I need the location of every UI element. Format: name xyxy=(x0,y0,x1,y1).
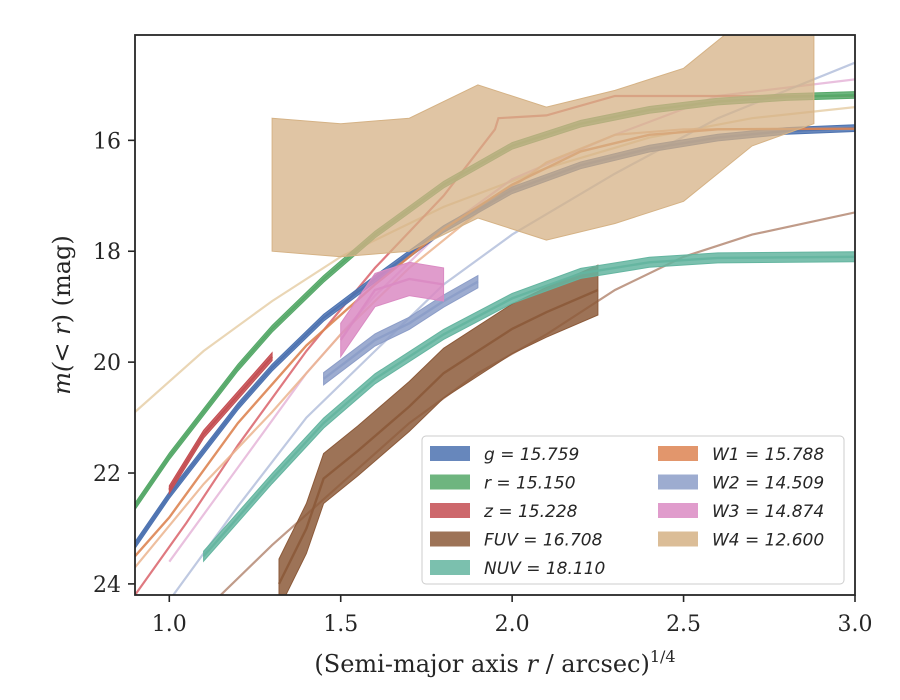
x-axis-ticks: 1.0 1.5 2.0 2.5 3.0 xyxy=(152,595,873,637)
band-z xyxy=(168,351,273,496)
band-W3 xyxy=(340,261,445,359)
legend-label: FUV = 16.708 xyxy=(484,531,603,551)
bands-layer xyxy=(135,35,855,595)
series-line-W3 xyxy=(339,277,444,341)
legend-swatch xyxy=(430,531,470,547)
y-tick-label: 24 xyxy=(93,573,121,598)
legend-label: W1 = 15.788 xyxy=(712,445,824,465)
legend-swatch xyxy=(658,503,698,518)
y-tick-label: 22 xyxy=(93,462,121,487)
x-tick-label: 3.0 xyxy=(838,612,873,637)
legend-label: W4 = 12.600 xyxy=(712,531,824,551)
y-tick-label: 20 xyxy=(93,351,121,376)
legend-label: W3 = 14.874 xyxy=(712,502,824,522)
band-NUV xyxy=(203,251,855,563)
legend-swatch xyxy=(430,474,470,490)
legend-swatch xyxy=(430,503,470,518)
series-line-z xyxy=(168,355,274,491)
legend-label: W2 = 14.509 xyxy=(712,474,824,494)
legend-swatch xyxy=(658,531,698,547)
legend-label: r = 15.150 xyxy=(484,474,576,494)
x-tick-label: 1.0 xyxy=(152,612,187,637)
axes-frame xyxy=(134,34,856,596)
y-tick-label: 18 xyxy=(93,240,121,265)
series-line-W2 xyxy=(322,280,479,380)
series-line-FUV xyxy=(277,288,599,585)
band-r xyxy=(135,91,855,511)
legend-label: z = 15.228 xyxy=(483,502,578,522)
plot-area xyxy=(135,35,855,595)
legend-box xyxy=(421,435,845,585)
legend-swatch xyxy=(658,474,698,490)
band-W4 xyxy=(271,35,815,258)
band-g xyxy=(135,124,855,550)
band-FUV xyxy=(278,264,599,595)
legend: g = 15.759 r = 15.150 z = 15.228 FUV = 16.7… xyxy=(421,435,845,585)
legend-swatch xyxy=(430,446,470,461)
legend-label: NUV = 18.110 xyxy=(484,559,605,579)
legend-swatch xyxy=(658,446,698,461)
y-axis-ticks: 16 18 20 22 24 xyxy=(93,129,135,598)
legend-swatch xyxy=(430,560,470,575)
legend-label: g = 15.759 xyxy=(484,445,579,465)
x-tick-label: 2.0 xyxy=(495,612,530,637)
y-axis-title: m(< r) (mag) xyxy=(48,235,76,395)
series-line-NUV xyxy=(202,255,855,557)
x-tick-label: 1.5 xyxy=(323,612,358,637)
x-axis-title: (Semi-major axis r / arcsec)1/4 xyxy=(314,647,675,678)
x-tick-label: 2.5 xyxy=(666,612,701,637)
y-tick-label: 16 xyxy=(93,129,121,154)
